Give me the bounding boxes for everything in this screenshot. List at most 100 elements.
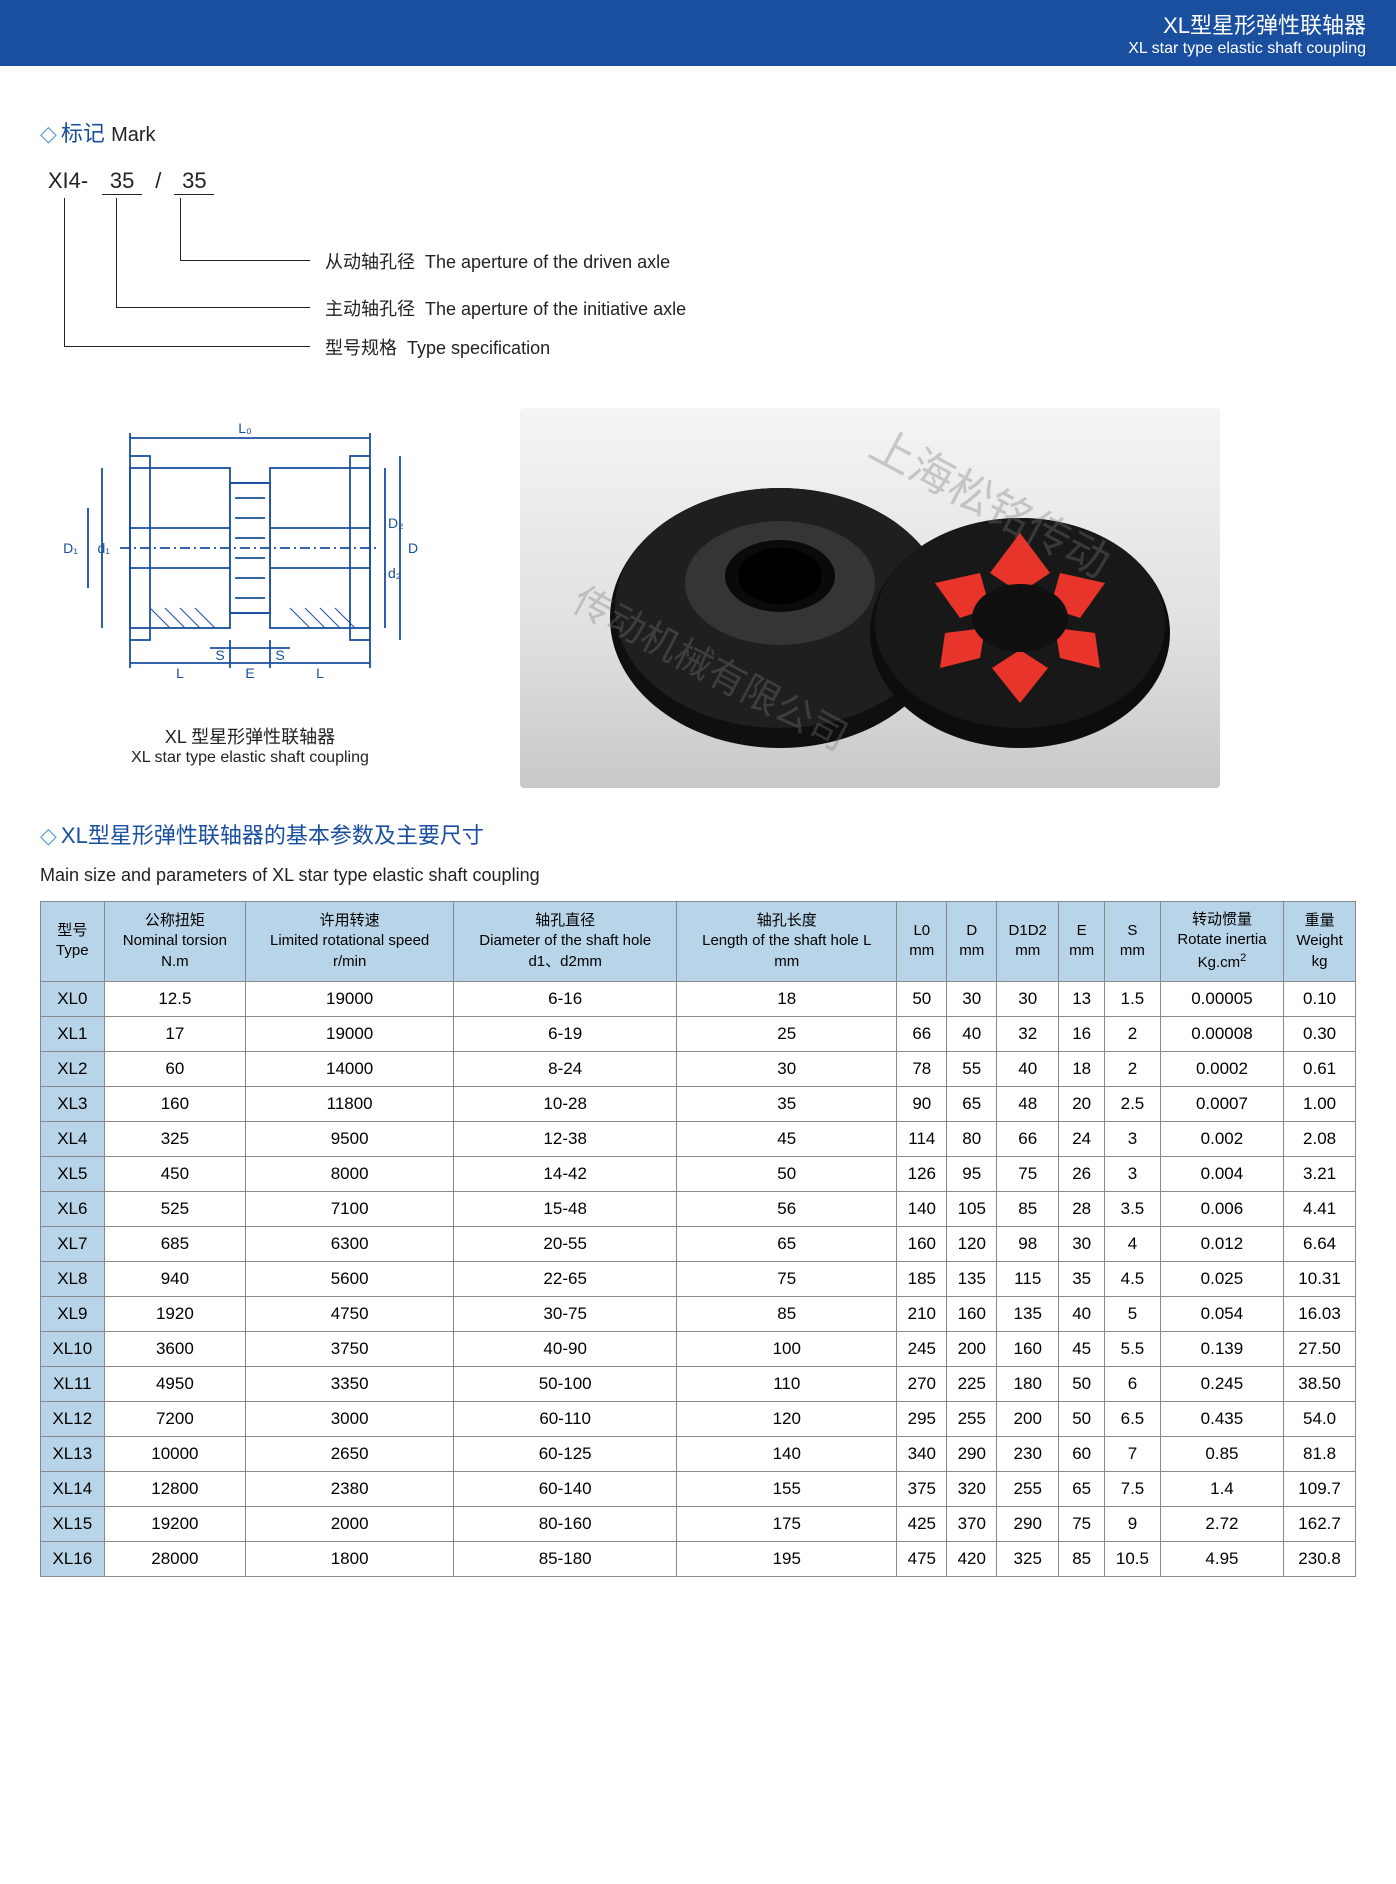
- table-header-cell: 公称扭矩Nominal torsionN.m: [104, 902, 246, 982]
- type-cell: XL6: [41, 1191, 105, 1226]
- svg-text:d₁: d₁: [97, 540, 110, 556]
- svg-text:L: L: [176, 665, 184, 681]
- data-cell: 0.0007: [1160, 1086, 1283, 1121]
- table-row: XL1519200200080-1601754253702907592.7216…: [41, 1506, 1356, 1541]
- header-title-cn: XL型星形弹性联轴器: [30, 8, 1366, 40]
- table-header-row: 型号Type公称扭矩Nominal torsionN.m许用转速Limited …: [41, 902, 1356, 982]
- data-cell: 54.0: [1284, 1401, 1356, 1436]
- data-cell: 0.30: [1284, 1016, 1356, 1051]
- data-cell: 60: [1059, 1436, 1105, 1471]
- data-cell: 66: [897, 1016, 947, 1051]
- data-cell: 290: [947, 1436, 997, 1471]
- table-row: XL127200300060-110120295255200506.50.435…: [41, 1401, 1356, 1436]
- data-cell: 30: [997, 981, 1059, 1016]
- data-cell: 162.7: [1284, 1506, 1356, 1541]
- data-cell: 255: [997, 1471, 1059, 1506]
- data-cell: 0.10: [1284, 981, 1356, 1016]
- data-cell: 56: [677, 1191, 897, 1226]
- data-cell: 3750: [246, 1331, 454, 1366]
- table-row: XL012.5190006-1618503030131.50.000050.10: [41, 981, 1356, 1016]
- data-cell: 1920: [104, 1296, 246, 1331]
- data-cell: 90: [897, 1086, 947, 1121]
- mark-bracket-line: [64, 198, 65, 346]
- data-cell: 270: [897, 1366, 947, 1401]
- data-cell: 325: [997, 1541, 1059, 1576]
- data-cell: 200: [997, 1401, 1059, 1436]
- data-cell: 0.004: [1160, 1156, 1283, 1191]
- data-cell: 12.5: [104, 981, 246, 1016]
- data-cell: 4.5: [1105, 1261, 1161, 1296]
- data-cell: 10.31: [1284, 1261, 1356, 1296]
- data-cell: 7.5: [1105, 1471, 1161, 1506]
- data-cell: 12800: [104, 1471, 246, 1506]
- table-header-cell: D1D2mm: [997, 902, 1059, 982]
- data-cell: 0.61: [1284, 1051, 1356, 1086]
- table-row: XL31601180010-2835906548202.50.00071.00: [41, 1086, 1356, 1121]
- table-row: XL1412800238060-140155375320255657.51.41…: [41, 1471, 1356, 1506]
- data-cell: 425: [897, 1506, 947, 1541]
- params-title-en: Main size and parameters of XL star type…: [40, 865, 1356, 886]
- data-cell: 0.006: [1160, 1191, 1283, 1226]
- data-cell: 18: [677, 981, 897, 1016]
- data-cell: 175: [677, 1506, 897, 1541]
- type-cell: XL2: [41, 1051, 105, 1086]
- data-cell: 135: [997, 1296, 1059, 1331]
- data-cell: 126: [897, 1156, 947, 1191]
- data-cell: 320: [947, 1471, 997, 1506]
- data-cell: 160: [997, 1331, 1059, 1366]
- type-cell: XL1: [41, 1016, 105, 1051]
- data-cell: 14000: [246, 1051, 454, 1086]
- data-cell: 14-42: [454, 1156, 677, 1191]
- data-cell: 65: [947, 1086, 997, 1121]
- data-cell: 30: [947, 981, 997, 1016]
- data-cell: 85-180: [454, 1541, 677, 1576]
- data-cell: 2: [1105, 1051, 1161, 1086]
- data-cell: 30-75: [454, 1296, 677, 1331]
- params-title-cn: XL型星形弹性联轴器的基本参数及主要尺寸: [61, 823, 484, 848]
- data-cell: 78: [897, 1051, 947, 1086]
- data-cell: 160: [897, 1226, 947, 1261]
- svg-text:E: E: [245, 665, 254, 681]
- data-cell: 85: [677, 1296, 897, 1331]
- drawing-caption: XL 型星形弹性联轴器 XL star type elastic shaft c…: [40, 723, 460, 767]
- data-cell: 5.5: [1105, 1331, 1161, 1366]
- data-cell: 1.4: [1160, 1471, 1283, 1506]
- data-cell: 4950: [104, 1366, 246, 1401]
- data-cell: 4750: [246, 1296, 454, 1331]
- svg-text:D₁: D₁: [63, 540, 78, 556]
- data-cell: 2: [1105, 1016, 1161, 1051]
- data-cell: 225: [947, 1366, 997, 1401]
- data-cell: 685: [104, 1226, 246, 1261]
- type-cell: XL10: [41, 1331, 105, 1366]
- data-cell: 7: [1105, 1436, 1161, 1471]
- data-cell: 20: [1059, 1086, 1105, 1121]
- table-header-cell: 轴孔长度Length of the shaft hole Lmm: [677, 902, 897, 982]
- mark-label-3: 从动轴孔径 The aperture of the driven axle: [325, 248, 670, 274]
- data-cell: 0.435: [1160, 1401, 1283, 1436]
- data-cell: 60: [104, 1051, 246, 1086]
- type-cell: XL12: [41, 1401, 105, 1436]
- data-cell: 9: [1105, 1506, 1161, 1541]
- data-cell: 5: [1105, 1296, 1161, 1331]
- type-cell: XL4: [41, 1121, 105, 1156]
- data-cell: 6.64: [1284, 1226, 1356, 1261]
- data-cell: 255: [947, 1401, 997, 1436]
- data-cell: 35: [677, 1086, 897, 1121]
- data-cell: 8-24: [454, 1051, 677, 1086]
- data-cell: 26: [1059, 1156, 1105, 1191]
- data-cell: 140: [677, 1436, 897, 1471]
- svg-text:L₀: L₀: [238, 420, 252, 436]
- type-cell: XL14: [41, 1471, 105, 1506]
- data-cell: 3600: [104, 1331, 246, 1366]
- spec-table: 型号Type公称扭矩Nominal torsionN.m许用转速Limited …: [40, 901, 1356, 1577]
- data-cell: 60-125: [454, 1436, 677, 1471]
- type-cell: XL0: [41, 981, 105, 1016]
- content: ◇标记 Mark XI4- 35 / 35 从动轴孔径 The aperture…: [0, 66, 1396, 1607]
- mark-code-v2: 35: [174, 168, 214, 195]
- data-cell: 35: [1059, 1261, 1105, 1296]
- table-row: XL117190006-19256640321620.000080.30: [41, 1016, 1356, 1051]
- data-cell: 55: [947, 1051, 997, 1086]
- data-cell: 50: [1059, 1401, 1105, 1436]
- data-cell: 2.72: [1160, 1506, 1283, 1541]
- type-cell: XL13: [41, 1436, 105, 1471]
